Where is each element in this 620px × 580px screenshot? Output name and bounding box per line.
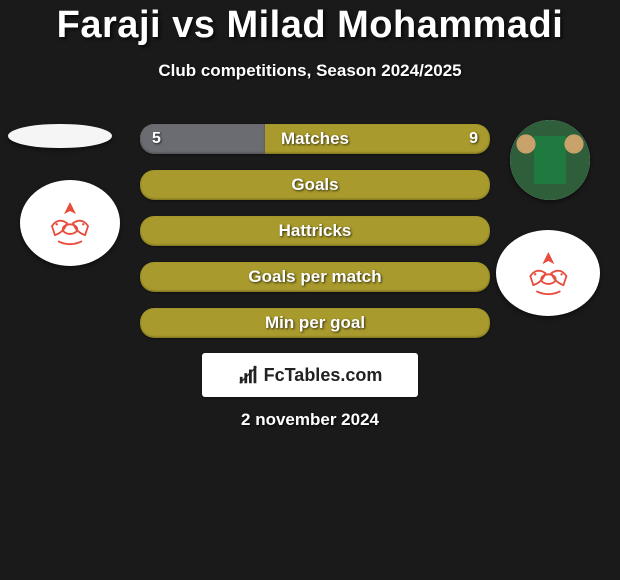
site-logo-text: FcTables.com <box>264 365 383 386</box>
stat-label: Hattricks <box>140 216 490 246</box>
page-title: Faraji vs Milad Mohammadi <box>0 0 620 47</box>
infographic-date: 2 november 2024 <box>0 410 620 430</box>
club-left-logo <box>20 180 120 266</box>
stat-row: Matches5 9 <box>140 124 490 154</box>
stat-value-left: 5 <box>152 124 161 154</box>
player-right-avatar <box>510 120 590 200</box>
site-logo: FcTables.com <box>202 353 418 397</box>
stat-label: Goals per match <box>140 262 490 292</box>
stat-row: Goals <box>140 170 490 200</box>
bar-chart-icon <box>238 364 260 386</box>
photo-placeholder-icon <box>510 120 590 200</box>
stat-row: Min per goal <box>140 308 490 338</box>
stat-row: Goals per match <box>140 262 490 292</box>
stat-label: Goals <box>140 170 490 200</box>
club-crest-icon <box>35 193 105 253</box>
club-right-logo <box>496 230 600 316</box>
page-subtitle: Club competitions, Season 2024/2025 <box>0 61 620 81</box>
club-crest-icon <box>512 243 585 303</box>
player-left-avatar <box>8 124 112 148</box>
stat-row: Hattricks <box>140 216 490 246</box>
stats-bars: Matches5 9 Goals Hattricks Goals per match Mi… <box>140 124 490 354</box>
stat-label: Min per goal <box>140 308 490 338</box>
stat-value-right: 9 <box>469 124 478 154</box>
stat-label: Matches <box>140 124 490 154</box>
